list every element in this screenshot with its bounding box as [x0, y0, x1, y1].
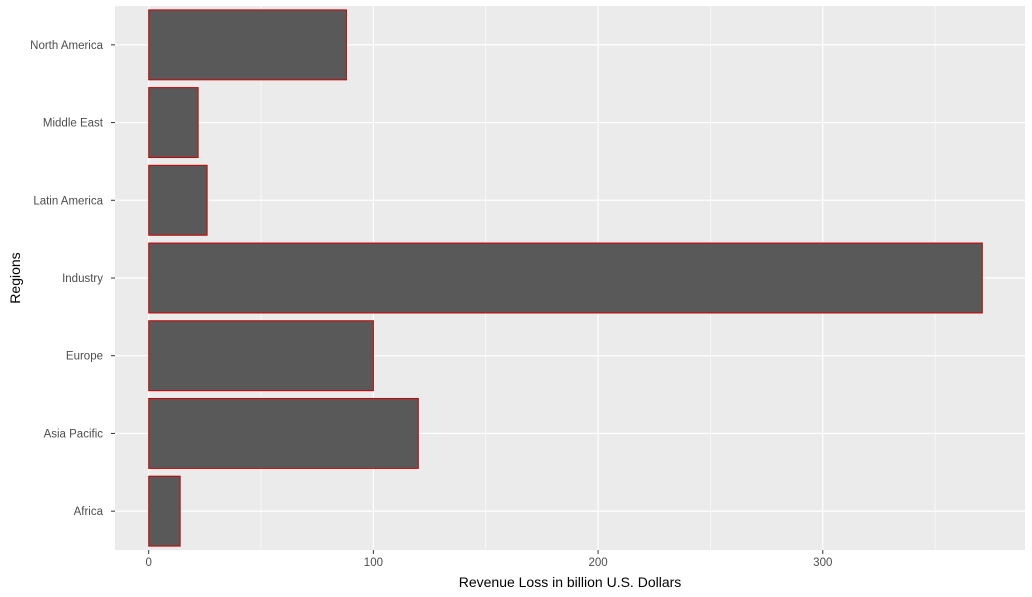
grid-lines [115, 6, 1025, 550]
bar-africa [148, 475, 181, 547]
y-tick-label: Latin America [33, 195, 103, 207]
x-axis: 0 100 200 300 [146, 550, 832, 569]
x-tick-label: 100 [364, 557, 383, 569]
y-axis: Africa Asia Pacific Europe Industry Latin Am… [30, 40, 115, 518]
bar-europe [148, 320, 374, 392]
x-tick-label: 200 [588, 557, 607, 569]
x-axis-title: Revenue Loss in billion U.S. Dollars [459, 574, 682, 590]
y-tick-label: Middle East [43, 118, 104, 130]
bars [148, 9, 983, 547]
bar-north-america [148, 9, 347, 81]
y-tick-label: Asia Pacific [44, 428, 104, 440]
bar-middle-east [148, 87, 199, 159]
y-tick-label: North America [30, 40, 103, 52]
x-tick-label: 0 [146, 557, 152, 569]
bar-latin-america [148, 164, 208, 236]
y-tick-label: Africa [74, 506, 104, 518]
x-tick-label: 300 [813, 557, 832, 569]
y-axis-title: Regions [7, 252, 23, 303]
bar-industry [148, 242, 983, 314]
y-tick-label: Europe [66, 351, 103, 363]
y-tick-label: Industry [62, 273, 103, 285]
bar-asia-pacific [148, 397, 419, 469]
